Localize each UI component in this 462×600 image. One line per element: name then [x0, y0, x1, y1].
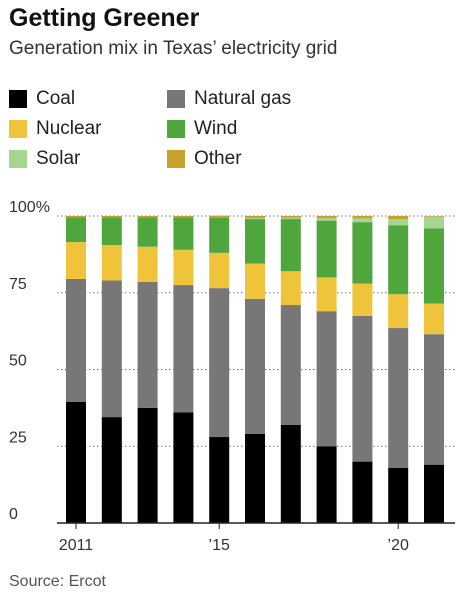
- bar-nuclear-2015: [209, 252, 230, 289]
- legend-swatch-wind: [167, 120, 185, 138]
- bar-nuclear-2014: [173, 249, 194, 286]
- bar-other-2020: [388, 216, 409, 220]
- bar-wind-2021: [424, 228, 444, 304]
- bar-solar-2019: [352, 218, 373, 223]
- y-tick-label-0: 0: [9, 506, 18, 523]
- legend-item-wind: Wind: [167, 116, 237, 142]
- y-tick-label-75: 75: [9, 276, 27, 293]
- bar-wind-2019: [352, 222, 373, 284]
- bar-wind-2018: [316, 220, 337, 278]
- bar-other-2021: [424, 216, 444, 217]
- chart-title: Getting Greener: [9, 4, 200, 32]
- bar-other-2017: [280, 216, 301, 218]
- y-tick-label-25: 25: [9, 429, 27, 446]
- legend-label-natural-gas: Natural gas: [194, 88, 292, 109]
- bar-natural-gas-2018: [316, 311, 337, 447]
- legend-swatch-natural-gas: [167, 90, 185, 108]
- bar-natural-gas-2013: [137, 282, 158, 408]
- bar-wind-2012: [101, 217, 122, 246]
- bar-coal-2020: [388, 467, 409, 523]
- bar-wind-2015: [209, 217, 230, 253]
- bar-natural-gas-2019: [352, 315, 373, 462]
- bar-natural-gas-2021: [424, 334, 444, 465]
- bar-other-2011: [66, 216, 86, 218]
- chart-subtitle: Generation mix in Texas’ electricity gri…: [9, 38, 338, 59]
- legend-item-natural-gas: Natural gas: [167, 86, 291, 112]
- legend-item-other: Other: [167, 146, 242, 172]
- legend-swatch-nuclear: [9, 120, 27, 138]
- bar-natural-gas-2014: [173, 285, 194, 413]
- legend-swatch-coal: [9, 90, 27, 108]
- bar-solar-2017: [280, 217, 301, 220]
- bar-coal-2011: [66, 401, 86, 523]
- bar-nuclear-2018: [316, 277, 337, 312]
- bar-wind-2017: [280, 219, 301, 272]
- bar-wind-2011: [66, 217, 86, 243]
- bar-coal-2017: [280, 424, 301, 523]
- bar-coal-2016: [245, 433, 265, 523]
- bar-coal-2018: [316, 446, 337, 523]
- bar-natural-gas-2020: [388, 328, 409, 468]
- x-tick-label-2015: ’15: [209, 537, 230, 554]
- bar-coal-2012: [101, 417, 122, 523]
- bar-natural-gas-2015: [209, 288, 230, 438]
- bar-natural-gas-2011: [66, 278, 86, 402]
- bar-coal-2014: [173, 412, 194, 523]
- legend-label-solar: Solar: [36, 148, 81, 169]
- bar-nuclear-2021: [424, 303, 444, 335]
- bar-nuclear-2017: [280, 271, 301, 306]
- legend-item-coal: Coal: [9, 86, 75, 112]
- legend-label-other: Other: [194, 148, 242, 169]
- bar-natural-gas-2016: [245, 298, 265, 434]
- y-tick-label-50: 50: [9, 353, 27, 370]
- bar-nuclear-2020: [388, 294, 409, 329]
- legend-swatch-solar: [9, 150, 27, 168]
- legend-label-nuclear: Nuclear: [36, 118, 102, 139]
- legend-label-coal: Coal: [36, 88, 76, 109]
- bar-nuclear-2019: [352, 283, 373, 316]
- bar-coal-2021: [424, 464, 444, 523]
- bar-wind-2016: [245, 219, 265, 264]
- bar-solar-2021: [424, 216, 444, 229]
- bar-coal-2015: [209, 437, 230, 523]
- source-note: Source: Ercot: [9, 573, 106, 590]
- bar-nuclear-2016: [245, 263, 265, 299]
- bar-nuclear-2011: [66, 242, 86, 279]
- bar-coal-2019: [352, 461, 373, 523]
- bar-other-2014: [173, 216, 194, 218]
- bar-other-2016: [245, 216, 265, 219]
- bar-natural-gas-2012: [101, 280, 122, 418]
- stacked-bar-chart: 100% 75 50 25 0 2011 ’15 ’20: [9, 199, 455, 554]
- bar-wind-2014: [173, 217, 194, 250]
- bar-solar-2018: [316, 218, 337, 221]
- y-tick-label-100: 100%: [9, 199, 50, 216]
- bar-natural-gas-2017: [280, 305, 301, 425]
- bar-other-2012: [101, 216, 122, 218]
- bar-nuclear-2012: [101, 245, 122, 281]
- x-tick-label-2011: 2011: [59, 537, 94, 554]
- x-tick-label-2020: ’20: [388, 537, 409, 554]
- bar-other-2018: [316, 216, 337, 219]
- bar-wind-2013: [137, 217, 158, 247]
- bar-wind-2020: [388, 225, 409, 295]
- bar-solar-2020: [388, 219, 409, 226]
- bar-solar-2016: [245, 218, 265, 220]
- bar-nuclear-2013: [137, 246, 158, 283]
- legend-label-wind: Wind: [194, 118, 238, 139]
- legend-item-nuclear: Nuclear: [9, 116, 101, 142]
- bar-other-2019: [352, 216, 373, 219]
- legend-swatch-other: [167, 150, 185, 168]
- bar-other-2013: [137, 216, 158, 218]
- legend-item-solar: Solar: [9, 146, 80, 172]
- bar-coal-2013: [137, 407, 158, 523]
- bar-other-2015: [209, 215, 230, 218]
